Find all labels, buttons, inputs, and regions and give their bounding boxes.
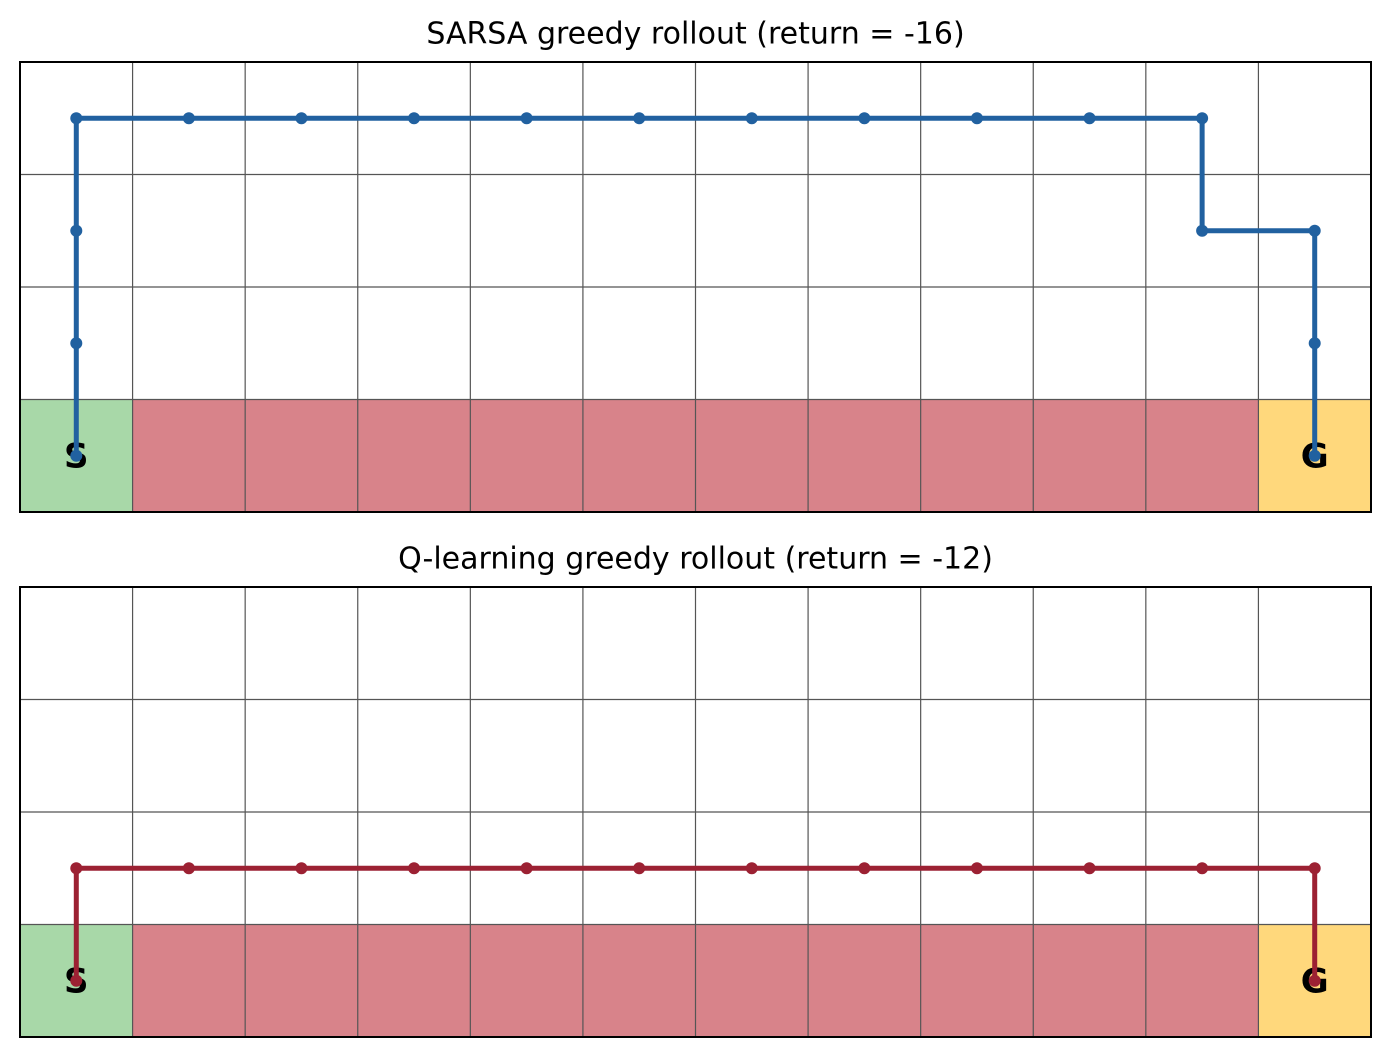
rollout-point: [1196, 224, 1209, 237]
rollout-point: [1308, 862, 1321, 875]
rollout-point: [70, 112, 83, 125]
rollout-point: [182, 112, 195, 125]
rollout-point: [745, 112, 758, 125]
rollout-point: [520, 112, 533, 125]
chart-title: Q-learning greedy rollout (return = -12): [398, 542, 993, 577]
rollout-point: [633, 862, 646, 875]
rollout-point: [295, 862, 308, 875]
rollout-point: [70, 862, 83, 875]
rollout-point: [1083, 862, 1096, 875]
rollout-point: [858, 112, 871, 125]
rollout-point: [1308, 224, 1321, 237]
rollout-point: [408, 862, 421, 875]
rollout-point: [70, 974, 83, 987]
rollout-point: [1196, 862, 1209, 875]
rollout-point: [182, 862, 195, 875]
rollout-point: [1308, 337, 1321, 350]
rollout-point: [633, 112, 646, 125]
rollout-point: [520, 862, 533, 875]
panel: SARSA greedy rollout (return = -16)SG: [19, 17, 1372, 513]
panel: Q-learning greedy rollout (return = -12)…: [19, 542, 1372, 1038]
plot-border: [19, 586, 1372, 1038]
rollout-point: [1308, 449, 1321, 462]
plot-border: [19, 61, 1372, 513]
rollout-path: [73, 115, 1318, 456]
rollout-point: [408, 112, 421, 125]
rollout-point: [70, 224, 83, 237]
rollout-path: [73, 865, 1318, 981]
rollout-point: [745, 862, 758, 875]
rollout-point: [858, 862, 871, 875]
rollout-point: [1083, 112, 1096, 125]
rollout-point: [970, 112, 983, 125]
rollout-point: [1196, 112, 1209, 125]
rollout-point: [1308, 974, 1321, 987]
rollout-point: [970, 862, 983, 875]
chart-title: SARSA greedy rollout (return = -16): [426, 17, 964, 52]
rollout-point: [70, 449, 83, 462]
rollout-point: [295, 112, 308, 125]
rollout-point: [70, 337, 83, 350]
